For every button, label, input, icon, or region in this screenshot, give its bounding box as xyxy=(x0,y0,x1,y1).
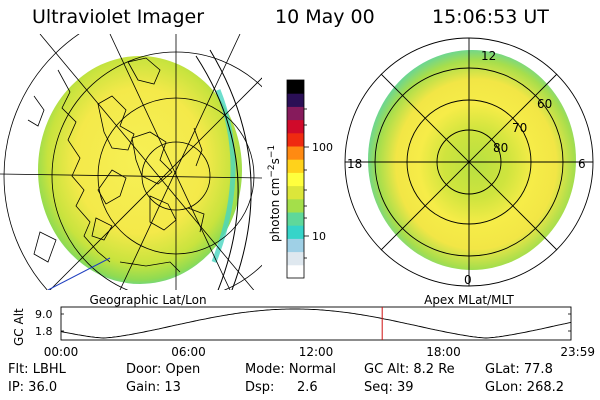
geographic-caption: Geographic Lat/Lon xyxy=(89,293,206,307)
dsp-value: 2.6 xyxy=(297,380,318,395)
mlt-label-6: 6 xyxy=(578,157,586,171)
magnetic-caption: Apex MLat/MLT xyxy=(424,293,514,307)
earth-limb xyxy=(195,49,252,290)
timeline-xtick-label: 23:59 xyxy=(560,345,595,359)
timeline-xticks: 00:00 06:00 12:00 18:00 23:59 xyxy=(44,345,595,359)
aurora-emission-right xyxy=(368,50,576,270)
gc-altitude-info: GC Alt: 8.2 Re xyxy=(364,362,455,377)
gain-info: Gain: 13 xyxy=(126,380,181,395)
mlat-label-60: 60 xyxy=(537,97,552,111)
mlat-label-70: 70 xyxy=(512,121,527,135)
colorbar-ticks xyxy=(304,108,309,259)
timeline-ymax: 9.0 xyxy=(35,308,53,321)
mlt-label-12: 12 xyxy=(481,49,496,63)
colorbar-segment xyxy=(287,119,304,134)
terminator-line xyxy=(47,257,111,290)
observation-date: 10 May 00 xyxy=(275,6,375,28)
colorbar-segment xyxy=(287,172,304,187)
colorbar-segment xyxy=(287,80,304,94)
timeline-ylabel: GC Alt xyxy=(12,308,26,346)
mlat-label-80: 80 xyxy=(493,141,508,155)
timeline-ticks xyxy=(61,313,571,332)
coastlines xyxy=(27,57,205,273)
timeline-xtick-label: 12:00 xyxy=(299,345,334,359)
orbit-timeline xyxy=(60,306,572,341)
colorbar-segment xyxy=(287,238,304,253)
timeline-xtick-label: 00:00 xyxy=(44,345,79,359)
door-info: Door: Open xyxy=(126,362,201,377)
geographic-grid xyxy=(0,34,262,290)
geographic-map xyxy=(0,34,262,290)
mlt-label-18: 18 xyxy=(347,157,362,171)
mlt-label-0: 0 xyxy=(464,273,472,287)
timeline-ymin: 1.8 xyxy=(35,325,53,338)
polar-grid xyxy=(344,37,594,287)
colorbar-segment xyxy=(287,106,304,121)
observation-time: 15:06:53 UT xyxy=(432,6,549,28)
dsp-label: Dsp: xyxy=(245,380,275,395)
colorbar-unit-label: photon cm−2s−1 xyxy=(267,145,282,242)
mode-info: Mode: Normal xyxy=(245,362,336,377)
colorbar-segment xyxy=(287,264,304,279)
colorbar-segment xyxy=(287,212,304,226)
colorbar-tick-10: 10 xyxy=(312,230,326,243)
colorbar-segment xyxy=(287,93,304,107)
colorbar-segment xyxy=(287,159,304,173)
filter-info: Flt: LBHL xyxy=(8,362,66,377)
timeline-xtick-label: 06:00 xyxy=(171,345,206,359)
colorbar-segment xyxy=(287,132,304,147)
color-scale-bar xyxy=(287,80,304,279)
instrument-title: Ultraviolet Imager xyxy=(32,6,205,28)
sequence-info: Seq: 39 xyxy=(364,380,414,395)
colorbar-segment xyxy=(287,198,304,213)
geo-longitude-info: GLon: 268.2 xyxy=(485,380,565,395)
ip-info: IP: 36.0 xyxy=(8,380,58,395)
altitude-curve xyxy=(60,308,572,339)
colorbar-tick-100: 100 xyxy=(312,141,333,154)
timeline-xtick-label: 18:00 xyxy=(426,345,461,359)
colorbar-segment xyxy=(287,146,304,160)
colorbar-segment xyxy=(287,185,304,200)
aurora-rim-left xyxy=(211,89,236,263)
svg-text:photon cm−2s−1: photon cm−2s−1 xyxy=(267,145,282,242)
geo-latitude-info: GLat: 77.8 xyxy=(485,362,553,377)
colorbar-segment xyxy=(287,225,304,239)
magnetic-polar-plot xyxy=(344,37,594,287)
colorbar-segment xyxy=(287,251,304,266)
